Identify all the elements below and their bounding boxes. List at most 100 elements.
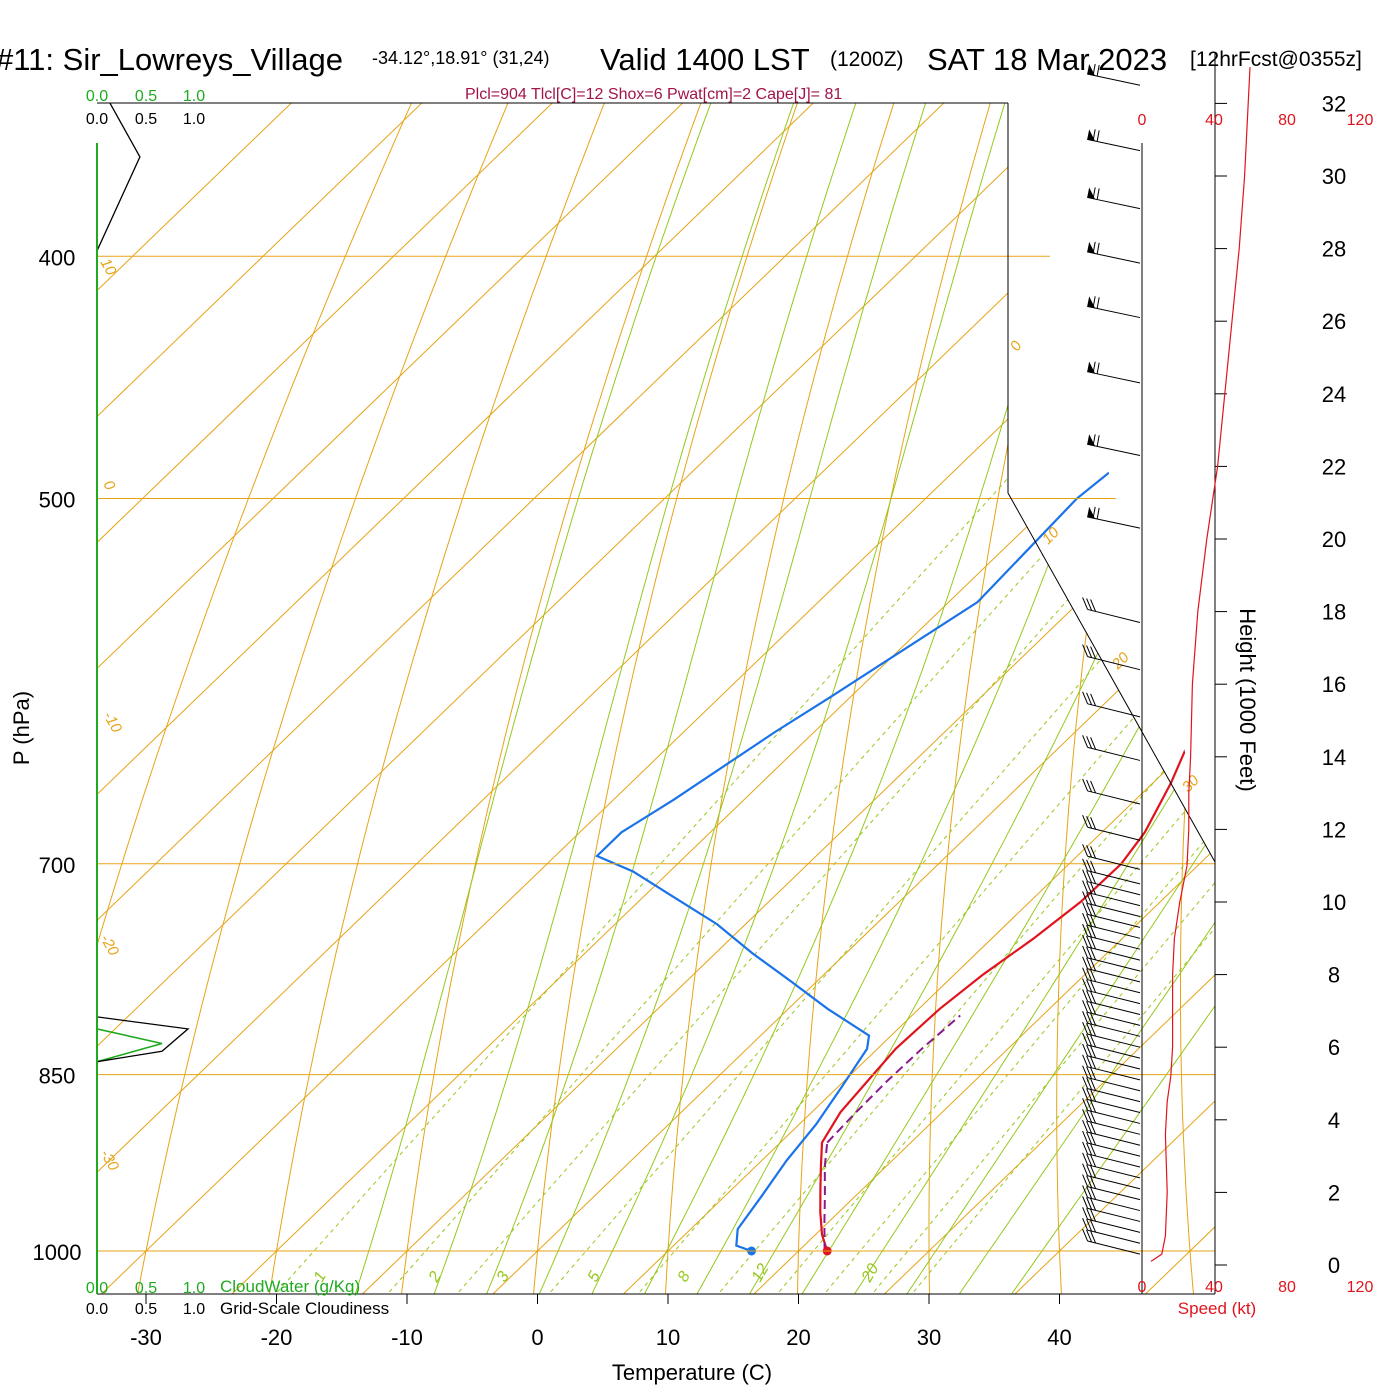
speed-tick-label-top: 80 <box>1278 112 1296 129</box>
wind-barb-shaft <box>1087 1120 1141 1135</box>
wind-barb-shaft <box>1087 935 1141 950</box>
height-tick-label: 4 <box>1328 1108 1340 1133</box>
wind-barb-flag <box>1086 881 1093 894</box>
wind-barb-flag <box>1086 1208 1093 1221</box>
wind-barb-flag <box>1082 1021 1089 1035</box>
dry-adiabat-line <box>97 103 603 1294</box>
height-tick-label: 8 <box>1328 963 1340 988</box>
wind-barb-flag <box>1090 780 1097 794</box>
wind-barb-shaft <box>1087 1011 1141 1026</box>
wind-barb-flag <box>1090 1230 1097 1244</box>
wind-barb-flag <box>1092 129 1096 141</box>
wind-barb-flag <box>1086 892 1093 905</box>
wind-barb-flag <box>1090 737 1097 750</box>
wind-barb-flag <box>1096 362 1100 374</box>
wind-barb <box>1082 1109 1141 1135</box>
wind-barb-shaft <box>1087 443 1141 456</box>
mixing-ratio-line <box>815 255 1215 1294</box>
wind-barb-flag <box>1082 913 1089 926</box>
isotherm-line <box>482 103 1215 1294</box>
wind-barb-flag <box>1092 506 1096 518</box>
pressure-tick-label: 1000 <box>33 1240 82 1265</box>
cloud-water-scale-bottom: 0.0 <box>86 1280 108 1297</box>
wind-barb-shaft <box>1087 196 1141 210</box>
wind-barb-shaft <box>1087 1088 1141 1103</box>
moist-adiabat-line <box>899 103 1215 1294</box>
wind-barb-flag <box>1090 958 1097 971</box>
pressure-tick-label: 850 <box>39 1064 76 1089</box>
moist-adiabat-line <box>429 103 948 1294</box>
wind-barb-flag <box>1082 1152 1089 1166</box>
wind-barb-flag <box>1090 1209 1097 1222</box>
wind-barb-flag <box>1086 1164 1093 1177</box>
mixing-ratio-line <box>629 255 1215 1294</box>
isotherm-line <box>97 103 1215 1294</box>
wind-barb <box>1082 1000 1141 1026</box>
cloud-water-profile <box>97 1028 163 1075</box>
wind-barb-flag <box>1082 1087 1089 1100</box>
wind-barb-flag <box>1090 882 1097 895</box>
wind-barb-flag <box>1082 1163 1089 1176</box>
wind-barb-flag <box>1096 242 1100 254</box>
wind-barb <box>1082 735 1141 761</box>
cloud-water-scale-bottom: 1.0 <box>183 1280 205 1297</box>
cloud-water-scale-top: 0.5 <box>135 88 157 105</box>
wind-barb-flag <box>1086 1066 1093 1079</box>
isotherm-line <box>97 103 1215 1294</box>
wind-barb-flag <box>1090 1056 1097 1069</box>
pressure-tick-label: 500 <box>39 488 76 513</box>
wind-barb <box>1082 934 1141 961</box>
wind-barb-flag <box>1082 989 1089 1002</box>
wind-barb-shaft <box>1087 1164 1141 1179</box>
wind-barb <box>1082 858 1141 885</box>
wind-barb-flag <box>1082 691 1089 704</box>
wind-barb-flag <box>1082 644 1089 657</box>
wind-barb-shaft <box>1087 1000 1141 1016</box>
wind-barb <box>1082 1076 1141 1103</box>
wind-barb-flag <box>1090 1154 1097 1168</box>
isotherm-line <box>612 103 1215 1294</box>
x-tick-label: 20 <box>786 1325 810 1350</box>
mixing-ratio-line <box>266 255 1209 1294</box>
wind-barb <box>1082 1054 1141 1081</box>
x-tick-label: 40 <box>1047 1325 1071 1350</box>
wind-barb <box>1082 1185 1141 1212</box>
wind-barb-flag <box>1082 945 1089 959</box>
wind-barb-shaft <box>1087 990 1141 1005</box>
dry-adiabat-line <box>532 103 950 1294</box>
wind-barb-shaft <box>1087 1218 1141 1233</box>
wind-barb <box>1082 815 1141 841</box>
height-tick-label: 2 <box>1328 1180 1340 1205</box>
wind-barb <box>1082 913 1141 939</box>
wind-barb <box>1082 1043 1141 1070</box>
mixing-ratio-label: 12 <box>749 1261 773 1285</box>
wind-barb <box>1082 1207 1141 1233</box>
wind-barb-flag <box>1090 1143 1097 1157</box>
wind-barb-shaft <box>1087 1066 1141 1081</box>
wind-barb-flag <box>1086 1033 1093 1047</box>
wind-barb-flag <box>1082 1043 1089 1057</box>
wind-barb-flag <box>1090 599 1097 612</box>
wind-barb-flag <box>1096 188 1100 200</box>
wind-barb-flag <box>1082 1032 1089 1046</box>
wind-barb-flag <box>1090 904 1097 917</box>
wind-barb <box>1087 434 1141 456</box>
wind-barb-shaft <box>1087 1142 1141 1157</box>
x-axis-title: Temperature (C) <box>612 1360 772 1385</box>
wind-barb-flag <box>1082 880 1089 893</box>
height-tick-label: 30 <box>1322 164 1346 189</box>
wind-barb-shaft <box>1087 913 1141 928</box>
wind-barb-flag <box>1090 1013 1097 1026</box>
wind-barb-flag <box>1082 956 1089 969</box>
wind-barb <box>1087 361 1141 384</box>
wind-barb-shaft <box>1087 516 1141 529</box>
cloud-water-label: CloudWater (g/Kg) <box>220 1277 360 1296</box>
moist-adiabat-line <box>743 103 1215 1294</box>
wind-barb-flag <box>1082 815 1089 828</box>
speed-tick-label-top: 0 <box>1138 112 1147 129</box>
wind-barb <box>1087 187 1141 210</box>
isotherm-line <box>97 103 1215 1294</box>
mixing-ratio-line <box>863 255 1215 1294</box>
wind-barb <box>1087 241 1141 264</box>
wind-barb-shaft <box>1087 656 1141 671</box>
